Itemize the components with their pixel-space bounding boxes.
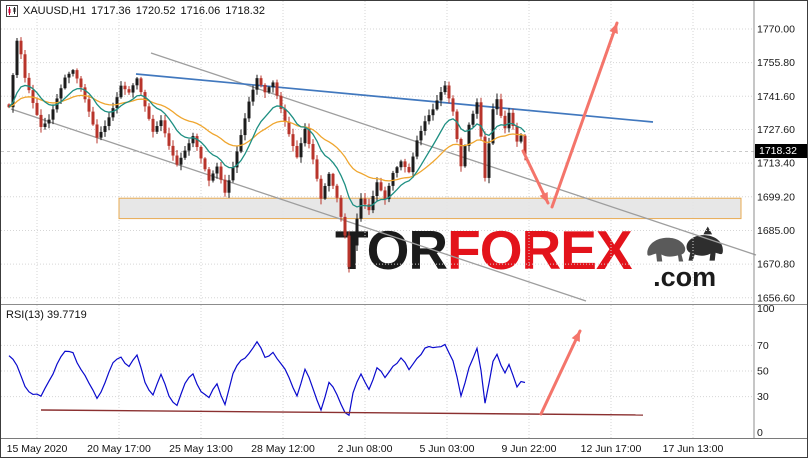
price-axis-label: 1699.20 (757, 191, 795, 203)
price-axis-label: 1685.00 (757, 225, 795, 237)
time-axis-label: 9 Jun 22:00 (501, 443, 557, 455)
main-grid (1, 1, 754, 304)
legend-low: 1716.06 (180, 5, 221, 17)
rsi-axis-label: 100 (757, 304, 775, 315)
bull-bear-icon (646, 226, 723, 262)
time-axis-label: 15 May 2020 (6, 443, 68, 455)
support-zone (118, 197, 742, 220)
descending-channel-line (150, 52, 757, 256)
main-chart-canvas[interactable]: 1770.00 1755.80 1741.60 1727.60 1713.40 1699.… (1, 1, 808, 304)
forecast-arrow-up (550, 21, 619, 209)
rsi-forecast-arrow-up (539, 329, 582, 416)
resistance-trendline (135, 73, 654, 123)
legend-open: 1717.36 (90, 5, 131, 17)
price-axis-label: 1741.60 (757, 91, 795, 103)
rsi-line (8, 340, 526, 417)
fast-ma-line (8, 84, 526, 208)
forecast-arrow-down (521, 149, 550, 205)
price-axis-label: 1755.80 (757, 57, 795, 69)
price-axis-label: 1727.60 (757, 124, 795, 136)
price-axis-label: 1770.00 (757, 24, 795, 36)
legend-high: 1720.52 (135, 5, 176, 17)
watermark-right-block: .com (635, 223, 735, 291)
time-axis-label: 12 Jun 17:00 (580, 443, 642, 455)
rsi-axis-label: 30 (757, 391, 769, 403)
price-axis-label: 1670.80 (757, 259, 795, 271)
rsi-grid (1, 305, 754, 438)
price-axis-label: 1656.60 (757, 292, 795, 304)
watermark-com: .com (653, 262, 717, 292)
rsi-axis-label: 70 (757, 340, 769, 352)
price-axis-label: 1713.40 (757, 158, 795, 170)
rsi-legend: RSI(13) 39.7719 (6, 309, 87, 321)
rsi-axis-label: 50 (757, 366, 769, 378)
time-axis-label: 17 Jun 13:00 (662, 443, 724, 455)
slow-ma-line (8, 94, 526, 182)
watermark-logo: TOR FOREX .com (335, 223, 735, 291)
time-axis-label: 28 May 12:00 (251, 443, 315, 455)
rsi-axis-label: 0 (757, 427, 763, 438)
candlestick-series (7, 37, 527, 273)
chart-legend: XAUUSD,H1 1717.36 1720.52 1716.06 1718.3… (6, 5, 265, 17)
chart-icon (6, 5, 18, 17)
current-price-tag: 1718.32 (755, 144, 807, 159)
watermark-forex: FOREX (447, 219, 632, 281)
descending-channel-line (10, 108, 587, 302)
time-axis: 15 May 2020 20 May 17:00 25 May 13:00 28 Ma… (1, 438, 807, 457)
time-axis-label: 2 Jun 08:00 (337, 443, 393, 455)
time-axis-label: 5 Jun 03:00 (419, 443, 475, 455)
legend-close: 1718.32 (225, 5, 266, 17)
rsi-support-trendline (40, 409, 644, 416)
legend-symbol: XAUUSD,H1 (23, 5, 86, 17)
time-axis-label: 25 May 13:00 (169, 443, 233, 455)
time-axis-label: 20 May 17:00 (87, 443, 151, 455)
rsi-panel-canvas[interactable]: 100 70 50 30 0 (1, 304, 808, 438)
